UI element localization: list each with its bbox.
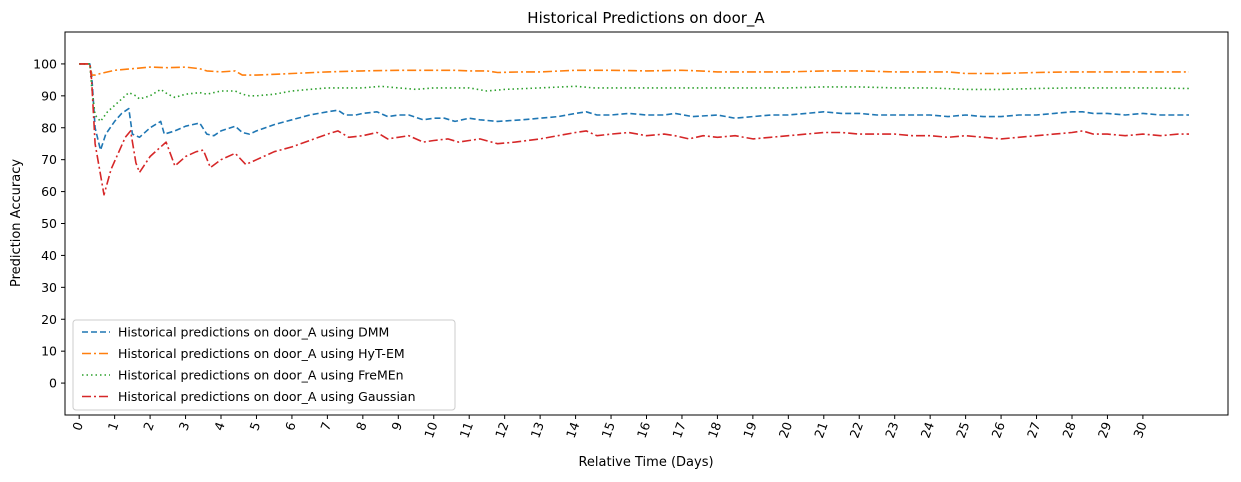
x-tick-label: 0 — [69, 420, 86, 433]
y-tick-label: 40 — [41, 248, 57, 263]
y-tick-label: 20 — [41, 312, 57, 327]
y-tick-label: 70 — [41, 152, 57, 167]
x-tick-label: 1 — [105, 420, 122, 433]
series-lines — [79, 63, 1190, 196]
x-tick-label: 5 — [246, 420, 263, 433]
x-tick-label: 6 — [282, 420, 299, 433]
chart-title: Historical Predictions on door_A — [527, 9, 765, 28]
x-tick-label: 19 — [740, 420, 760, 440]
y-tick-label: 60 — [41, 184, 57, 199]
x-tick-label: 23 — [882, 420, 902, 440]
y-tick-label: 80 — [41, 120, 57, 135]
y-axis-label: Prediction Accuracy — [9, 159, 24, 287]
y-tick-label: 50 — [41, 216, 57, 231]
x-tick-label: 12 — [492, 420, 512, 440]
x-tick-label: 13 — [527, 420, 547, 440]
y-tick-label: 30 — [41, 280, 57, 295]
y-tick-label: 10 — [41, 344, 57, 359]
x-tick-label: 26 — [988, 420, 1008, 440]
x-tick-label: 10 — [421, 420, 441, 440]
x-tick-label: 9 — [388, 420, 405, 433]
x-tick-label: 3 — [176, 420, 193, 433]
legend-label: Historical predictions on door_A using F… — [118, 368, 404, 383]
x-tick-label: 22 — [847, 420, 867, 440]
series-line-3 — [79, 63, 1189, 196]
x-tick-label: 24 — [917, 420, 937, 440]
x-tick-label: 16 — [634, 420, 654, 440]
legend-box — [72, 319, 456, 411]
x-tick-label: 4 — [211, 420, 228, 433]
x-tick-label: 15 — [598, 420, 618, 440]
x-tick-label: 14 — [563, 420, 583, 440]
x-tick-label: 7 — [317, 420, 334, 433]
y-tick-label: 100 — [33, 56, 57, 71]
x-tick-label: 8 — [353, 420, 370, 433]
x-tick-label: 21 — [811, 420, 831, 440]
x-axis-label: Relative Time (Days) — [578, 455, 713, 470]
x-tick-label: 28 — [1059, 420, 1079, 440]
legend: Historical predictions on door_A using D… — [72, 319, 456, 411]
x-tick-label: 27 — [1024, 420, 1044, 440]
x-tick-label: 20 — [776, 420, 796, 440]
x-tick-label: 17 — [669, 420, 689, 440]
x-tick-label: 25 — [953, 420, 973, 440]
x-tick-label: 30 — [1130, 420, 1150, 440]
x-tick-label: 18 — [705, 420, 725, 440]
y-axis: 0 10 20 30 40 50 60 70 80 90 100 — [33, 56, 65, 391]
legend-label: Historical predictions on door_A using D… — [118, 325, 389, 340]
x-axis: 0 1 2 3 4 5 6 7 8 9 10 11 12 13 14 15 16 17 18 19 20 21 22 23 24… — [69, 415, 1150, 440]
x-tick-label: 29 — [1095, 420, 1115, 440]
y-tick-label: 0 — [49, 376, 57, 391]
series-line-2 — [79, 63, 1190, 123]
series-line-0 — [79, 63, 1189, 151]
legend-label: Historical predictions on door_A using H… — [118, 346, 405, 361]
y-tick-label: 90 — [41, 88, 57, 103]
series-line-1 — [79, 63, 1189, 76]
x-tick-label: 2 — [140, 420, 157, 433]
x-tick-label: 11 — [456, 420, 476, 440]
legend-label: Historical predictions on door_A using G… — [118, 389, 416, 404]
